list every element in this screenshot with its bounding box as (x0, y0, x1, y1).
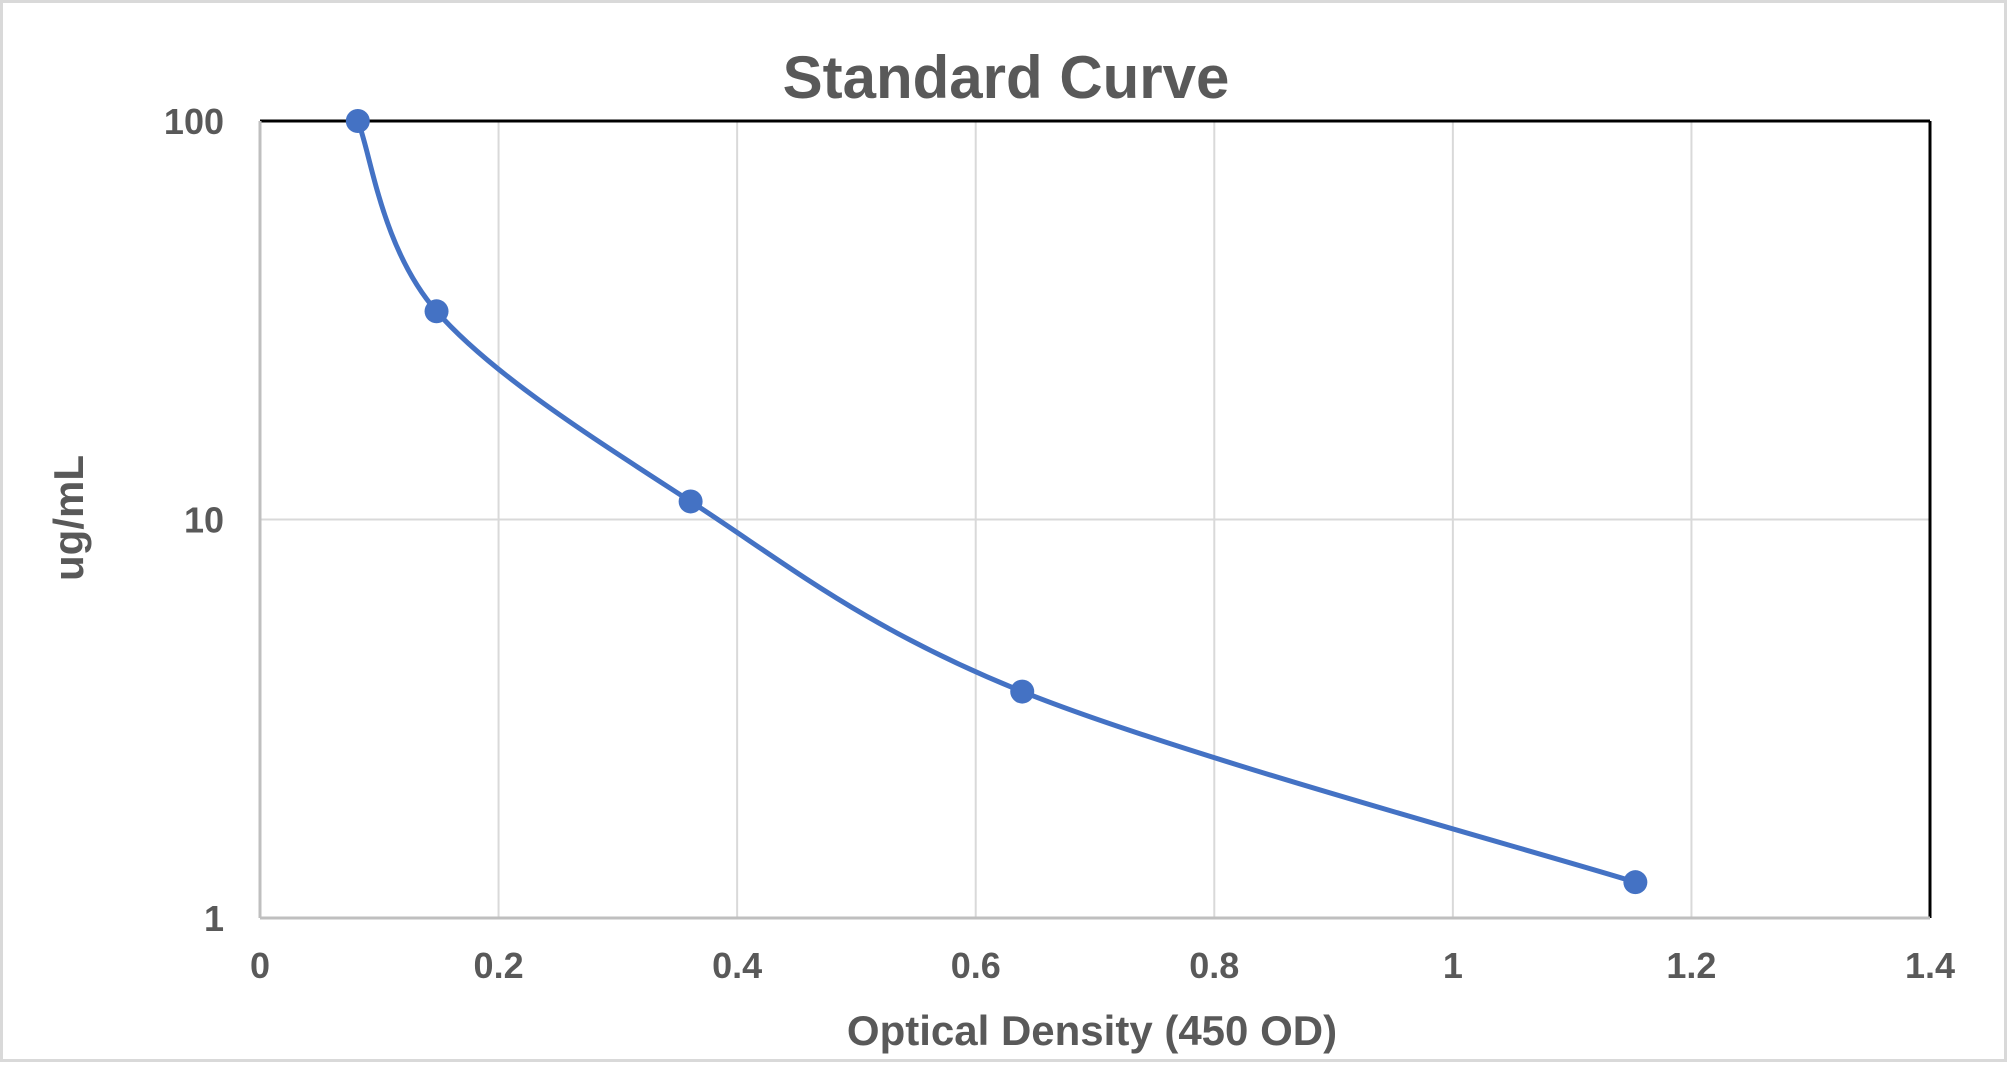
x-tick-label: 1.4 (1905, 945, 1955, 986)
series-line (355, 120, 1637, 885)
data-point (1623, 870, 1648, 895)
data-point (678, 489, 703, 514)
axes (258, 119, 1932, 920)
gridlines (260, 121, 1930, 918)
standard-curve-chart: Standard Curve 0 0.2 0.4 0.6 0.8 1 1.2 1.4 1 10 10… (45, 44, 1955, 1054)
x-tick-label: 0 (250, 945, 270, 986)
data-series (345, 109, 1648, 895)
x-tick-label: 0.8 (1189, 945, 1239, 986)
y-tick-label: 10 (184, 500, 224, 541)
tick-labels: 0 0.2 0.4 0.6 0.8 1 1.2 1.4 1 10 100 (164, 101, 1955, 986)
data-point (1010, 679, 1035, 704)
data-point (345, 109, 370, 133)
x-tick-label: 0.6 (951, 945, 1001, 986)
x-tick-label: 0.4 (712, 945, 762, 986)
x-tick-label: 1.2 (1666, 945, 1716, 986)
x-tick-label: 0.2 (474, 945, 524, 986)
chart-title: Standard Curve (783, 44, 1230, 111)
y-tick-label: 1 (204, 898, 224, 939)
y-axis-title: ug/mL (45, 455, 92, 581)
x-tick-label: 1 (1443, 945, 1463, 986)
x-axis-title: Optical Density (450 OD) (847, 1007, 1337, 1054)
data-point (424, 299, 449, 324)
y-tick-label: 100 (164, 101, 224, 142)
